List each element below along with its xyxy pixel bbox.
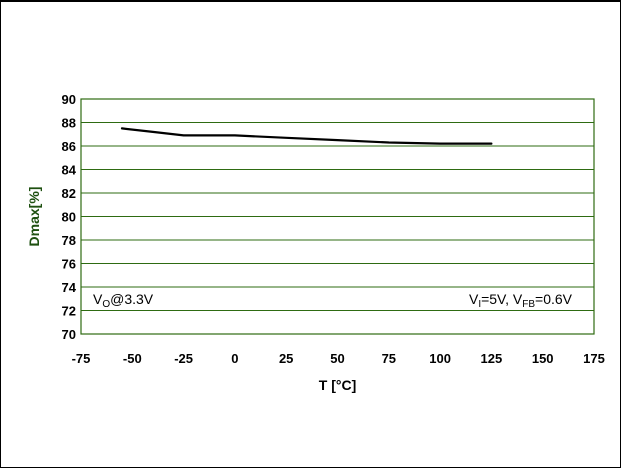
- x-tick-label-5: 50: [330, 351, 344, 366]
- y-tick-label-8: 86: [62, 139, 76, 154]
- y-tick-label-10: 90: [62, 92, 76, 107]
- annotation-left-rest: @3.3V: [110, 291, 154, 307]
- annotation-right-rest2: =0.6V: [535, 291, 573, 307]
- annotation-right-v1: V: [469, 291, 479, 307]
- x-tick-label-6: 75: [382, 351, 396, 366]
- x-tick-label-1: -50: [123, 351, 142, 366]
- x-tick-label-0: -75: [72, 351, 91, 366]
- y-tick-label-1: 72: [62, 304, 76, 319]
- y-tick-label-2: 74: [62, 280, 77, 295]
- x-tick-label-9: 150: [532, 351, 554, 366]
- series-line: [120, 127, 493, 145]
- y-tick-label-9: 88: [62, 116, 76, 131]
- x-tick-label-2: -25: [174, 351, 193, 366]
- y-tick-label-5: 80: [62, 210, 76, 225]
- x-tick-label-8: 125: [481, 351, 503, 366]
- x-tick-labels: -75 -50 -25 0 25 50 75 100 125 150 175: [72, 351, 605, 366]
- y-axis-title: Dmax[%]: [26, 187, 42, 247]
- annotation-output-voltage: VO@3.3V: [93, 291, 154, 310]
- x-tick-label-3: 0: [231, 351, 238, 366]
- annotation-right-v2: V: [513, 291, 523, 307]
- plot-area-border: [80, 98, 595, 335]
- y-tick-label-6: 82: [62, 186, 76, 201]
- x-tick-label-7: 100: [429, 351, 451, 366]
- annotation-input-conditions: VI=5V, VFB=0.6V: [469, 291, 573, 310]
- y-tick-label-0: 70: [62, 327, 76, 342]
- x-axis-title: T [°C]: [319, 377, 356, 393]
- x-tick-label-10: 175: [583, 351, 605, 366]
- annotation-right-rest1: =5V,: [481, 291, 513, 307]
- x-tick-label-4: 25: [279, 351, 293, 366]
- y-tick-label-3: 76: [62, 257, 76, 272]
- y-tick-label-7: 84: [62, 163, 77, 178]
- y-tick-labels: 70 72 74 76 78 80 82 84 86 88 90: [62, 92, 77, 342]
- y-tick-label-4: 78: [62, 233, 76, 248]
- annotation-left-sub: O: [102, 299, 110, 310]
- annotation-left-v: V: [93, 291, 103, 307]
- annotation-right-sub2: FB: [522, 299, 535, 310]
- annotation-right-sub1: I: [478, 299, 481, 310]
